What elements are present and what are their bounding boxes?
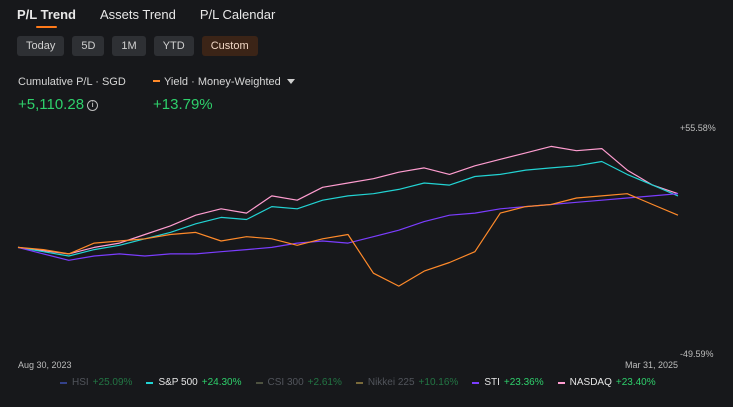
legend-swatch — [255, 381, 263, 384]
index-legend: HSI +25.09% S&P 500 +24.30% CSI 300 +2.6… — [60, 377, 670, 388]
legend-item-csi300[interactable]: CSI 300 +2.61% — [255, 377, 342, 388]
x-axis-end-label: Mar 31, 2025 — [625, 360, 678, 370]
legend-return: +10.16% — [418, 377, 459, 388]
series-line-s-p-500 — [17, 160, 679, 257]
range-custom-button[interactable]: Custom — [201, 36, 258, 56]
y-axis-max-label: +55.58% — [680, 123, 716, 133]
legend-swatch — [146, 381, 154, 384]
tab-assets-trend[interactable]: Assets Trend — [100, 7, 176, 22]
legend-swatch — [60, 381, 67, 384]
tab-bar: P/L Trend Assets Trend P/L Calendar — [17, 7, 299, 28]
legend-swatch — [472, 381, 480, 384]
legend-item-sti[interactable]: STI +23.36% — [472, 377, 544, 388]
legend-name: S&P 500 — [158, 377, 198, 388]
tab-pl-trend[interactable]: P/L Trend — [17, 7, 76, 28]
yield-line-swatch — [153, 80, 160, 82]
legend-name: CSI 300 — [267, 377, 304, 388]
range-ytd-button[interactable]: YTD — [153, 36, 194, 56]
legend-return: +23.40% — [615, 377, 656, 388]
yield-type-selector[interactable]: Yield · Money-Weighted — [153, 76, 295, 88]
legend-return: +24.30% — [201, 377, 242, 388]
legend-item-sp500[interactable]: S&P 500 +24.30% — [146, 377, 242, 388]
legend-name: STI — [484, 377, 500, 388]
legend-name: NASDAQ — [569, 377, 612, 388]
legend-return: +25.09% — [92, 377, 133, 388]
cumulative-pl-label: Cumulative P/L · SGD — [18, 76, 126, 88]
y-axis-min-label: -49.59% — [680, 349, 714, 359]
range-1m-button[interactable]: 1M — [112, 36, 146, 56]
cumulative-pl-value: +5,110.28 i — [18, 96, 99, 113]
legend-name: HSI — [72, 377, 89, 388]
legend-item-hsi[interactable]: HSI +25.09% — [60, 377, 132, 388]
cumulative-pl-amount: +5,110.28 — [18, 96, 85, 113]
caret-down-icon — [286, 79, 295, 84]
legend-item-nasdaq[interactable]: NASDAQ +23.40% — [557, 377, 656, 388]
info-icon[interactable]: i — [87, 100, 99, 111]
pl-trend-chart[interactable]: +55.58% -49.59% Aug 30, 2023 Mar 31, 202… — [0, 118, 733, 370]
legend-swatch — [355, 381, 363, 384]
yield-type-label: Yield · Money-Weighted — [164, 76, 281, 88]
legend-name: Nikkei 225 — [367, 377, 415, 388]
legend-return: +2.61% — [307, 377, 342, 388]
range-today-button[interactable]: Today — [17, 36, 65, 56]
legend-item-nikkei225[interactable]: Nikkei 225 +10.16% — [355, 377, 459, 388]
legend-return: +23.36% — [503, 377, 544, 388]
series-line-sti — [17, 193, 679, 261]
legend-swatch — [557, 381, 565, 384]
range-selector: Today 5D 1M YTD Custom — [17, 36, 258, 56]
tab-pl-calendar[interactable]: P/L Calendar — [199, 7, 276, 22]
range-5d-button[interactable]: 5D — [72, 36, 105, 56]
series-line-yield — [17, 193, 679, 287]
series-layer — [17, 145, 679, 287]
yield-value: +13.79% — [153, 96, 213, 113]
x-axis-start-label: Aug 30, 2023 — [18, 360, 72, 370]
series-line-nasdaq — [17, 145, 679, 255]
